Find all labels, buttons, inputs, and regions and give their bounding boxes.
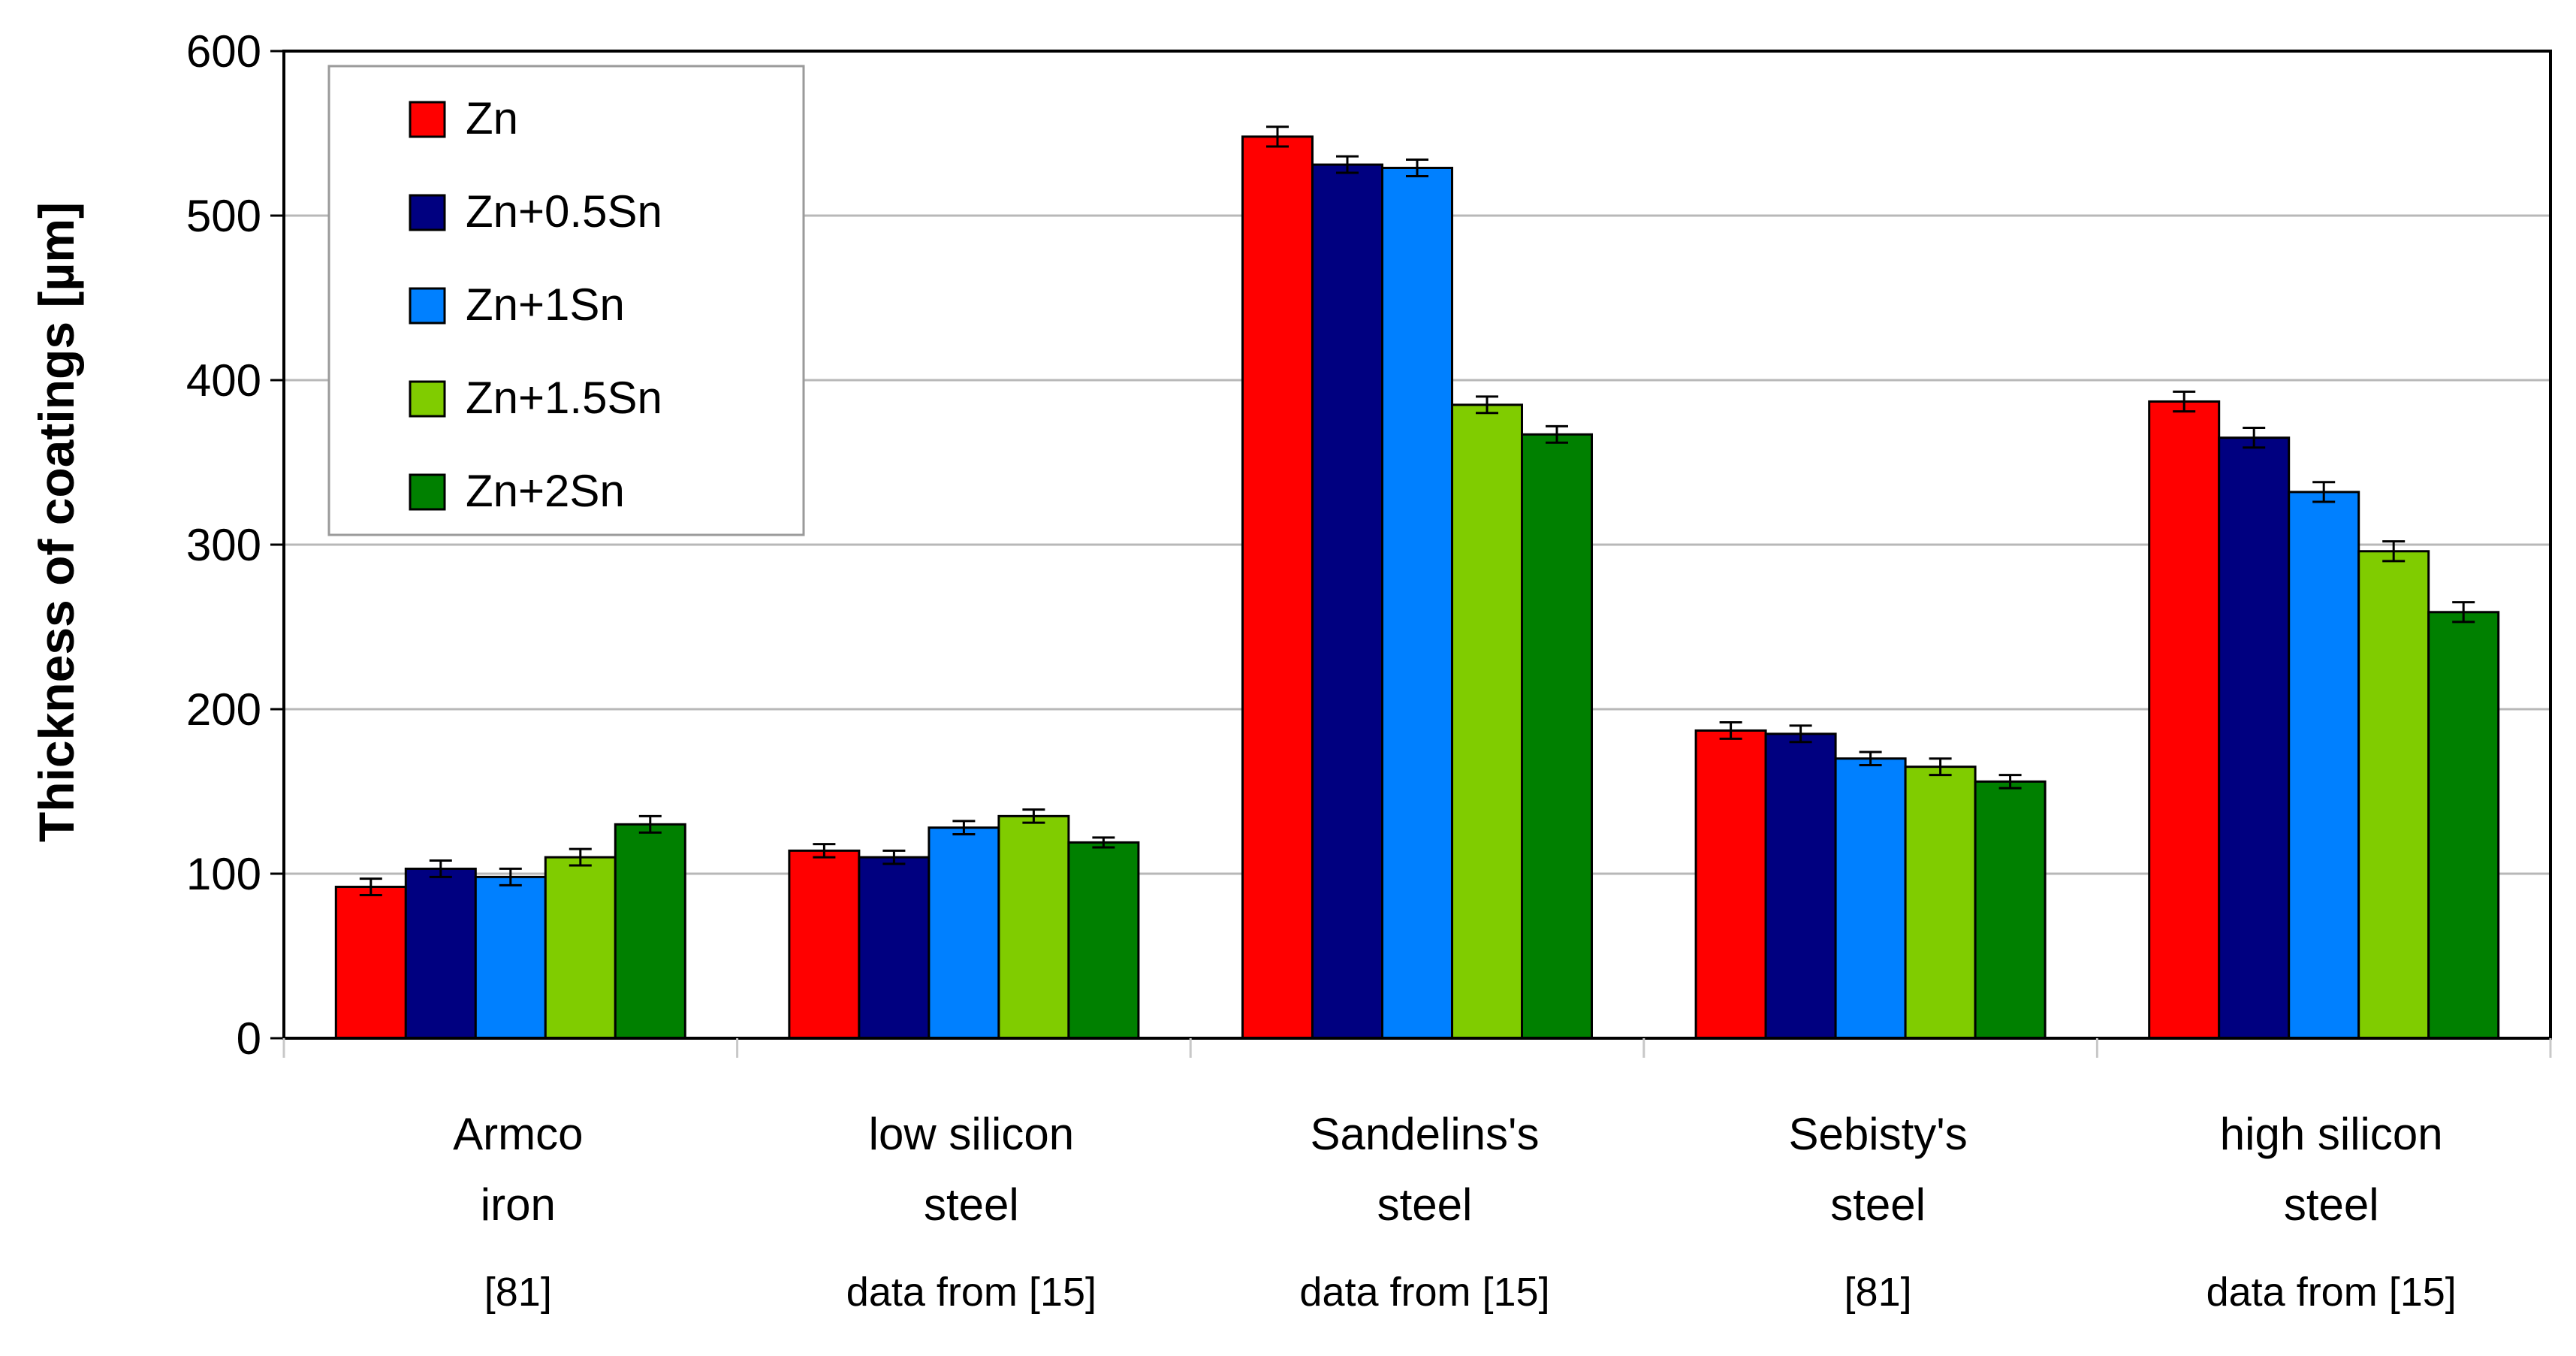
x-tick-label: steel (1377, 1179, 1473, 1230)
x-tick-label: steel (924, 1179, 1019, 1230)
bar (1764, 732, 1837, 1040)
bar (1451, 403, 1523, 1040)
category-source-label: [81] (484, 1270, 552, 1315)
bar (1067, 841, 1140, 1040)
legend-label: Zn+0.5Sn (466, 186, 662, 237)
x-tick-label: high silicon (2220, 1109, 2443, 1159)
x-tick-label: steel (2284, 1179, 2379, 1230)
legend-box (327, 65, 805, 536)
y-tick-label: 500 (186, 191, 261, 241)
bar (1521, 433, 1593, 1040)
bar (2148, 400, 2221, 1040)
x-tick-label: Armco (453, 1109, 583, 1159)
x-tick-label: steel (1830, 1179, 1926, 1230)
bar (404, 867, 477, 1040)
bar (1904, 766, 1977, 1040)
legend-swatch (409, 194, 446, 231)
legend-label: Zn+1.5Sn (466, 373, 662, 423)
bar (1974, 780, 2047, 1040)
x-tick-label: Sandelins's (1311, 1109, 1540, 1159)
bar (544, 856, 617, 1040)
bar (858, 856, 931, 1040)
category-source-label: [81] (1845, 1270, 1912, 1315)
bar (1694, 729, 1767, 1040)
bar (997, 814, 1070, 1040)
legend-swatch (409, 101, 446, 138)
bar (1381, 166, 1453, 1040)
y-tick-label: 200 (186, 684, 261, 735)
y-tick-label: 600 (186, 26, 261, 77)
bar (1311, 163, 1383, 1040)
legend-label: Zn+1Sn (466, 279, 625, 330)
bar (2357, 550, 2430, 1040)
y-tick-label: 400 (186, 355, 261, 406)
x-tick-label: low silicon (869, 1109, 1074, 1159)
legend-swatch (409, 473, 446, 511)
x-tick-label: Sebisty's (1788, 1109, 1967, 1159)
legend-label: Zn+2Sn (466, 466, 625, 516)
legend-label: Zn (466, 93, 518, 143)
category-source-label: data from [15] (1299, 1270, 1549, 1315)
y-axis-title: Thickness of coatings [µm] (29, 202, 84, 842)
legend: Zn Zn+0.5Sn Zn+1Sn Zn+1.5Sn Zn+2Sn (327, 65, 805, 536)
bar (788, 849, 861, 1040)
bar (614, 823, 686, 1040)
bar (928, 826, 1000, 1040)
x-tick-label: iron (481, 1179, 556, 1230)
axis-labels: 0 100 200 300 400 500 600 Armco iron [81] low sili… (186, 26, 2457, 1315)
bar (2427, 611, 2500, 1040)
axes (270, 50, 2552, 1058)
y-tick-label: 0 (237, 1013, 261, 1064)
y-tick-label: 300 (186, 520, 261, 570)
category-source-label: data from [15] (846, 1270, 1096, 1315)
bar (2218, 436, 2291, 1040)
category-source-label: data from [15] (2206, 1270, 2457, 1315)
bar (474, 875, 547, 1040)
y-tick-label: 100 (186, 849, 261, 899)
legend-swatch (409, 380, 446, 418)
bar (2288, 491, 2360, 1040)
bar (334, 886, 407, 1040)
legend-swatch (409, 287, 446, 325)
bar (1834, 757, 1907, 1040)
bar (1241, 135, 1314, 1040)
